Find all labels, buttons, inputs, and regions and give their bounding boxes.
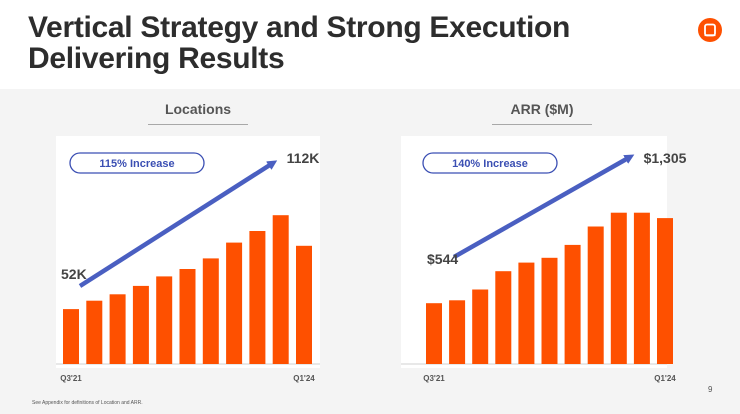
arr-trend-arrow [452, 154, 635, 259]
locations-trend-arrow [78, 160, 278, 288]
arr-bar-Q322 [518, 262, 535, 364]
arr-bar-Q124 [657, 218, 673, 364]
locations-bar-Q123 [202, 258, 219, 364]
arr-bar-Q223 [587, 226, 604, 364]
arr-tick-label-last: Q1'24 [654, 374, 676, 383]
page-number: 9 [708, 385, 713, 394]
locations-increase-badge-label: 115% Increase [99, 158, 174, 170]
locations-tick-label-last: Q1'24 [293, 374, 315, 383]
arr-tick-label-first: Q3'21 [423, 374, 445, 383]
arr-bar-Q123 [564, 244, 581, 364]
locations-tick-label-first: Q3'21 [60, 374, 82, 383]
locations-bar-Q323 [249, 231, 266, 364]
locations-title-underline [148, 124, 248, 125]
locations-bar-Q222 [132, 285, 149, 364]
arr-bar-Q321 [426, 303, 442, 364]
locations-bar-Q421 [86, 300, 103, 364]
locations-bar-Q124 [296, 245, 312, 364]
locations-chart-title: Locations [164, 101, 232, 117]
arr-increase-badge-label: 140% Increase [452, 158, 528, 170]
arr-bar-Q222 [495, 271, 512, 364]
arr-bar-Q421 [449, 300, 466, 364]
locations-bar-Q322 [156, 276, 173, 364]
arr-end-value-label: $1,305 [644, 150, 687, 166]
slide-title-line-1: Vertical Strategy and Strong Execution [28, 11, 571, 44]
locations-bar-Q422 [179, 269, 196, 364]
locations-chart: Q3'21 Q1'24 115% Increase 52K 112K [56, 136, 320, 383]
arr-increase-badge [422, 152, 558, 174]
locations-bar-Q122 [109, 294, 126, 364]
arr-bar-Q423 [633, 212, 650, 364]
brand-logo-circle [698, 18, 722, 42]
locations-end-value-label: 112K [287, 150, 320, 166]
footnote: See Appendix for definitions of Location… [32, 400, 143, 406]
locations-increase-badge [69, 152, 205, 174]
brand-logo-icon [698, 18, 722, 42]
arr-bar-Q122 [472, 289, 489, 364]
arr-bar-Q422 [541, 257, 558, 364]
slide-title: Vertical Strategy and Strong Execution D… [28, 12, 570, 74]
locations-bar-Q223 [226, 242, 243, 364]
arr-chart: Q3'21 Q1'24 140% Increase $544 $1,305 [401, 136, 687, 383]
slide-title-line-2: Delivering Results [28, 42, 285, 75]
arr-chart-title: ARR ($M) [510, 101, 574, 117]
locations-bar-Q423 [272, 215, 289, 364]
locations-start-value-label: 52K [61, 266, 87, 282]
arr-title-underline [492, 124, 592, 125]
arr-start-value-label: $544 [427, 251, 458, 267]
arr-bar-Q323 [610, 212, 627, 364]
locations-bar-Q321 [63, 309, 79, 364]
